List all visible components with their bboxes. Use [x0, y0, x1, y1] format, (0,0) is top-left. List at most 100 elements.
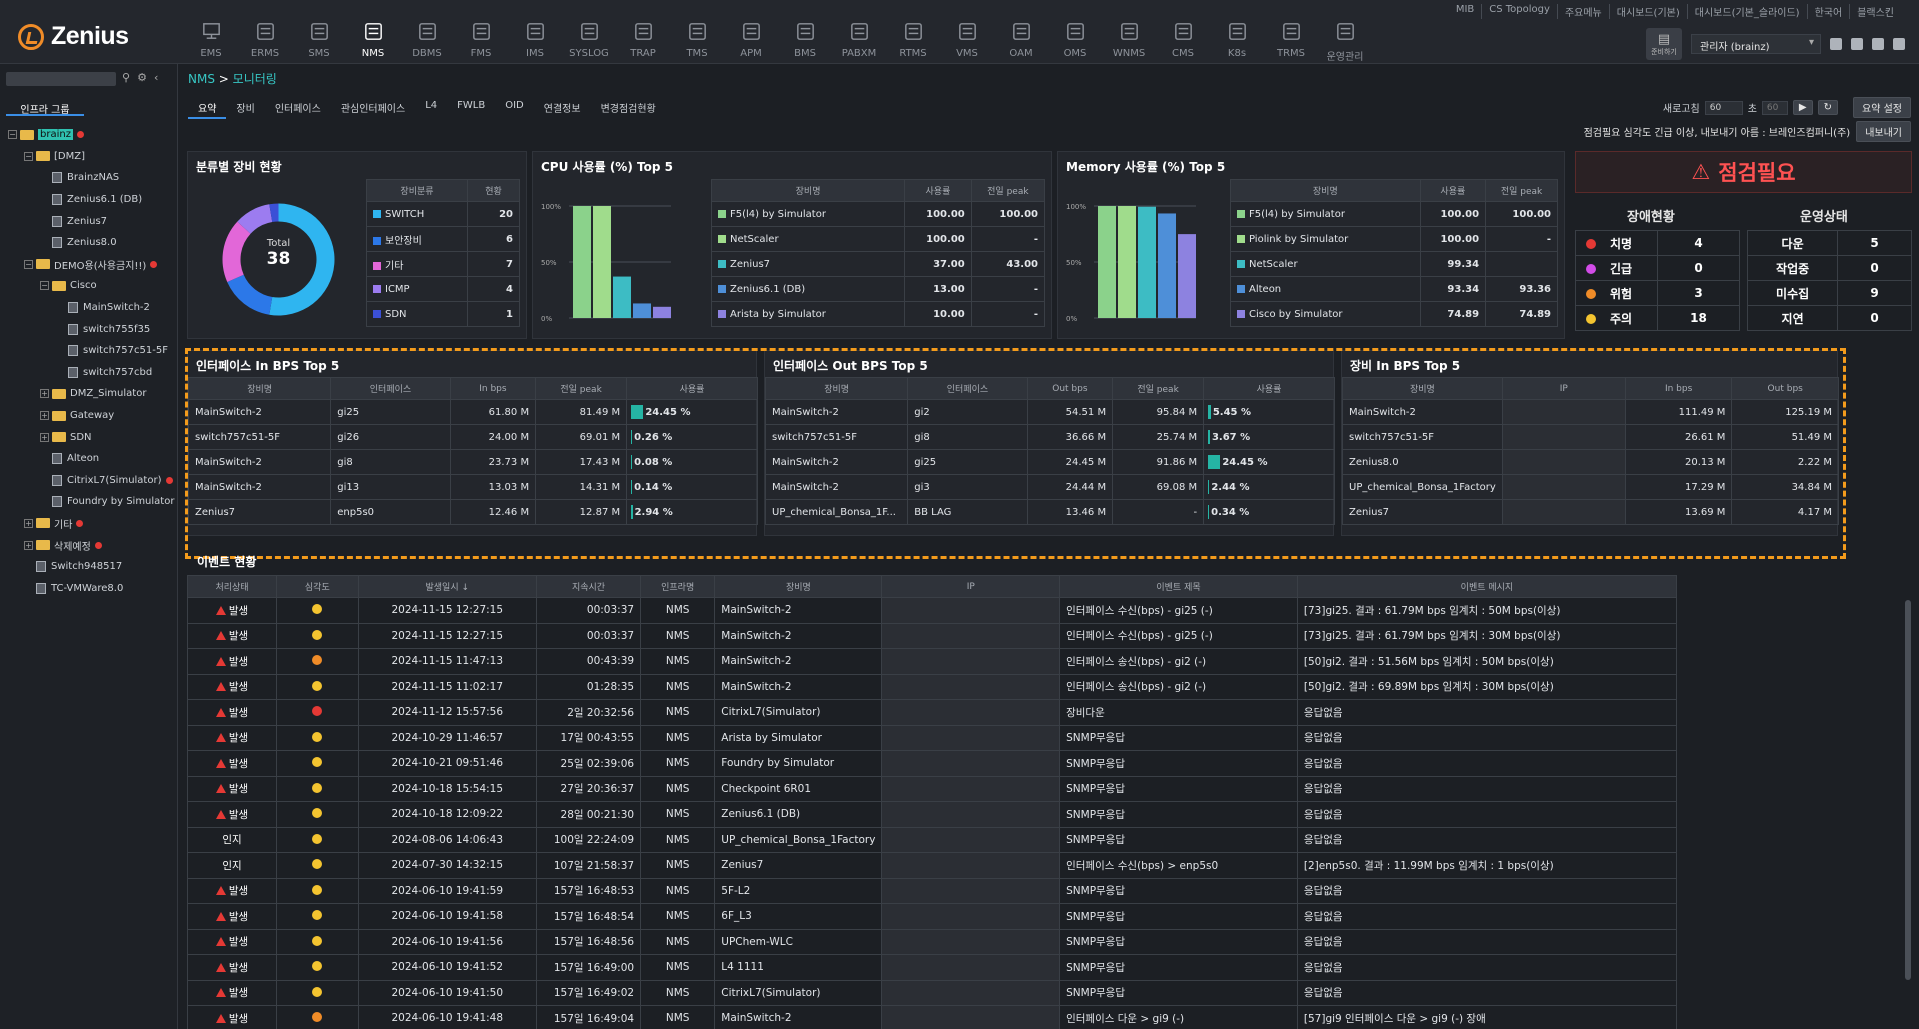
column-header[interactable]: 전일 peak — [535, 377, 628, 400]
event-row[interactable]: 발생 2024-06-10 19:41:50 157일 16:49:02 NMS Cit… — [186, 979, 1678, 1006]
tree-node[interactable]: CitrixL7(Simulator) — [8, 470, 176, 492]
tab-8[interactable]: 변경점검현황 — [600, 104, 656, 115]
table-row[interactable]: Alteon 93.34 93.36 — [1230, 276, 1558, 302]
summary-settings-button[interactable]: 요약 설정 — [1853, 97, 1911, 118]
table-row[interactable]: MainSwitch-2 gi2 54.51 M 95.84 M 5.45 % — [764, 399, 1335, 425]
tree-node[interactable]: + SDN — [8, 426, 176, 448]
column-header[interactable]: In bps — [449, 377, 537, 400]
column-header[interactable]: 전일 peak — [1485, 179, 1558, 202]
donut-slice[interactable] — [269, 203, 335, 316]
tab-5[interactable]: FWLB — [457, 100, 486, 111]
column-header[interactable]: 전일 peak — [1112, 377, 1205, 400]
operation-row[interactable]: 미수집 9 — [1746, 280, 1912, 306]
tab-2[interactable]: 인터페이스 — [274, 104, 321, 115]
event-row[interactable]: 발생 2024-10-21 09:51:46 25일 02:39:06 NMS Foun… — [186, 750, 1678, 777]
module-k8s[interactable]: K8s — [1210, 20, 1264, 59]
top-link[interactable]: CS Topology — [1481, 4, 1557, 19]
column-header[interactable]: 사용률 — [626, 377, 758, 400]
lock-icon[interactable] — [1851, 38, 1863, 50]
module-nms[interactable]: NMS — [346, 20, 400, 59]
event-row[interactable]: 발생 2024-06-10 19:41:58 157일 16:48:54 NMS 6F_… — [186, 903, 1678, 930]
table-row[interactable]: MainSwitch-2 gi25 24.45 M 91.86 M 24.45 % — [764, 449, 1335, 475]
expand-icon[interactable]: + — [40, 432, 49, 442]
table-row[interactable]: SWITCH 20 — [366, 201, 521, 227]
table-row[interactable]: Piolink by Simulator 100.00- — [1230, 226, 1558, 252]
bar[interactable] — [613, 276, 631, 318]
column-header[interactable]: 인터페이스 — [330, 377, 451, 400]
table-row[interactable]: 기타 7 — [366, 251, 521, 277]
play-button[interactable]: ▶ — [1792, 100, 1813, 115]
table-row[interactable]: Zenius8.0 20.13 M 2.22 M — [1342, 449, 1839, 475]
tree-node[interactable]: Zenius7 — [8, 210, 176, 232]
column-header[interactable]: 인터페이스 — [907, 377, 1028, 400]
tab-1[interactable]: 장비 — [236, 104, 255, 115]
collapse-icon[interactable]: − — [24, 151, 33, 161]
column-header[interactable]: 장비분류 — [366, 179, 468, 202]
bar[interactable] — [1158, 213, 1176, 318]
column-header[interactable]: 장비명 — [764, 377, 909, 400]
tree-node[interactable]: Zenius8.0 — [8, 232, 176, 254]
column-header[interactable]: 사용률 — [1419, 179, 1487, 202]
column-header[interactable]: 이벤트 메시지 — [1296, 575, 1678, 598]
table-row[interactable]: Arista by Simulator 10.00- — [710, 301, 1046, 327]
user-icon[interactable] — [1830, 38, 1842, 50]
event-row[interactable]: 발생 2024-11-15 12:27:15 00:03:37 NMS MainSwit… — [186, 622, 1678, 649]
table-row[interactable]: Zenius6.1 (DB) 13.00- — [710, 276, 1046, 302]
event-row[interactable]: 발생 2024-10-29 11:46:57 17일 00:43:55 NMS Aris… — [186, 724, 1678, 751]
expand-icon[interactable]: + — [24, 518, 33, 528]
export-button[interactable]: 내보내기 — [1856, 121, 1911, 142]
event-row[interactable]: 발생 2024-06-10 19:41:59 157일 16:48:53 NMS 5F-… — [186, 877, 1678, 904]
bar[interactable] — [653, 306, 671, 318]
column-header[interactable]: 장비명 — [710, 179, 906, 202]
table-row[interactable]: 보안장비 6 — [366, 226, 521, 252]
module-trms[interactable]: TRMS — [1264, 20, 1318, 59]
module-bms[interactable]: BMS — [778, 20, 832, 59]
module-rtms[interactable]: RTMS — [886, 20, 940, 59]
module-oam[interactable]: OAM — [994, 20, 1048, 59]
tree-node[interactable]: − Cisco — [8, 275, 176, 297]
column-header[interactable]: 장비명 — [1230, 179, 1421, 202]
table-row[interactable]: switch757c51-5F gi26 24.00 M 69.01 M 0.26 % — [187, 424, 758, 450]
module-cms[interactable]: CMS — [1156, 20, 1210, 59]
table-row[interactable]: MainSwitch-2 111.49 M 125.19 M — [1342, 399, 1839, 425]
column-header[interactable]: 현황 — [466, 179, 521, 202]
event-row[interactable]: 발생 2024-06-10 19:41:52 157일 16:49:00 NMS L4 … — [186, 954, 1678, 981]
table-row[interactable]: F5(l4) by Simulator 100.00 100.00 — [1230, 201, 1558, 227]
donut-slice[interactable] — [227, 274, 273, 315]
tree-node[interactable]: Alteon — [8, 448, 176, 470]
table-row[interactable]: Zenius7 13.69 M 4.17 M — [1342, 499, 1839, 525]
table-row[interactable]: UP_chemical_Bonsa_1Factory 17.29 M 34.84 M — [1342, 474, 1839, 500]
event-row[interactable]: 발생 2024-10-18 12:09:22 28일 00:21:30 NMS Zeni… — [186, 801, 1678, 828]
module-syslog[interactable]: SYSLOG — [562, 20, 616, 59]
table-row[interactable]: NetScaler 99.34 — [1230, 251, 1558, 277]
bar[interactable] — [573, 206, 591, 318]
module-trap[interactable]: TRAP — [616, 20, 670, 59]
table-row[interactable]: UP_chemical_Bonsa_1F... BB LAG 13.46 M -0.3… — [764, 499, 1335, 525]
column-header[interactable]: 이벤트 제목 — [1059, 575, 1298, 598]
operation-row[interactable]: 작업중 0 — [1746, 255, 1912, 281]
table-row[interactable]: SDN 1 — [366, 301, 521, 327]
bar[interactable] — [633, 303, 651, 318]
zenius-logo[interactable]: Zenius — [18, 22, 129, 51]
column-header[interactable]: 사용률 — [1203, 377, 1335, 400]
event-row[interactable]: 발생 2024-06-10 19:41:56 157일 16:48:56 NMS UPC… — [186, 928, 1678, 955]
ready-button[interactable]: ▤ 준비하기 — [1646, 28, 1682, 60]
collapse-icon[interactable]: ‹ — [153, 71, 159, 84]
bar[interactable] — [1138, 206, 1156, 318]
table-row[interactable]: switch757c51-5F gi8 36.66 M 25.74 M 3.67 % — [764, 424, 1335, 450]
bar[interactable] — [1098, 206, 1116, 318]
check-required-banner[interactable]: ⚠ 점검필요 — [1575, 151, 1912, 193]
table-row[interactable]: MainSwitch-2 gi13 13.03 M 14.31 M 0.14 % — [187, 474, 758, 500]
tree-node[interactable]: BrainzNAS — [8, 167, 176, 189]
event-row[interactable]: 발생 2024-11-15 11:47:13 00:43:39 NMS MainSwit… — [186, 648, 1678, 675]
bell-icon[interactable] — [1893, 38, 1905, 50]
tab-6[interactable]: OID — [505, 100, 524, 111]
top-link[interactable]: 대시보드(기본_슬라이드) — [1686, 4, 1807, 19]
module-dbms[interactable]: DBMS — [400, 20, 454, 59]
table-row[interactable]: Zenius7 enp5s0 12.46 M 12.87 M 2.94 % — [187, 499, 758, 525]
column-header[interactable]: 인프라명 — [640, 575, 716, 598]
table-row[interactable]: Cisco by Simulator 74.89 74.89 — [1230, 301, 1558, 327]
column-header[interactable]: Out bps — [1026, 377, 1114, 400]
tab-4[interactable]: L4 — [425, 100, 438, 111]
operation-row[interactable]: 지연 0 — [1746, 305, 1912, 331]
